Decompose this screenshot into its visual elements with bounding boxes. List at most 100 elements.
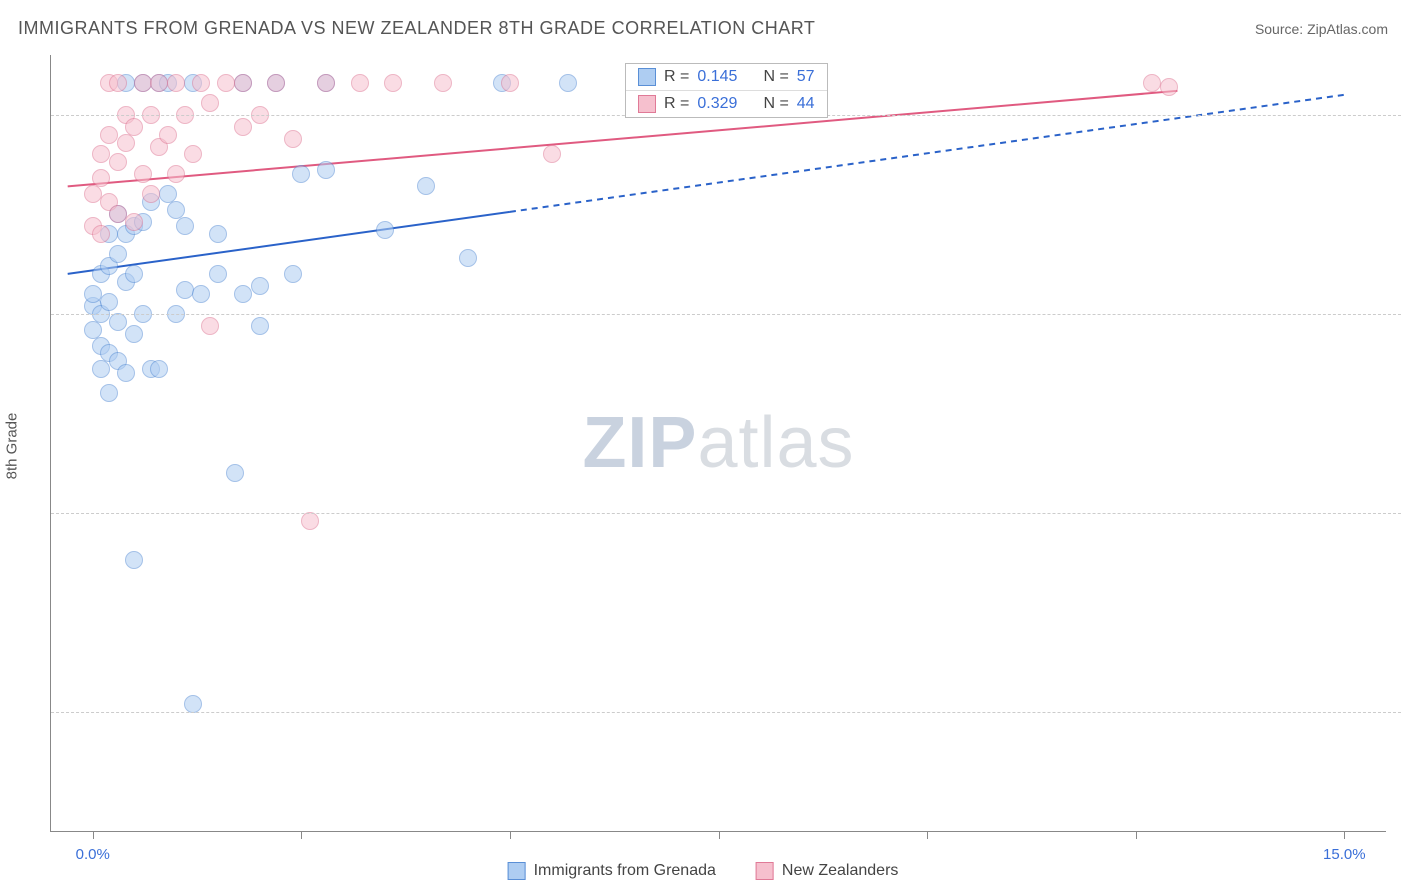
scatter-point: [92, 225, 110, 243]
scatter-point: [351, 74, 369, 92]
x-tick: [719, 831, 720, 839]
scatter-point: [184, 695, 202, 713]
chart-title: IMMIGRANTS FROM GRENADA VS NEW ZEALANDER…: [18, 18, 815, 39]
gridline: [51, 513, 1401, 514]
scatter-point: [384, 74, 402, 92]
scatter-point: [167, 165, 185, 183]
x-tick: [1344, 831, 1345, 839]
legend-r-label: R =: [664, 68, 689, 86]
scatter-point: [125, 118, 143, 136]
scatter-point: [100, 384, 118, 402]
scatter-point: [234, 285, 252, 303]
plot-area: ZIPatlas R =0.145N =57R =0.329N =44 85.0…: [50, 55, 1386, 832]
scatter-point: [109, 313, 127, 331]
scatter-point: [134, 74, 152, 92]
correlation-legend: R =0.145N =57R =0.329N =44: [625, 63, 828, 118]
x-tick: [510, 831, 511, 839]
x-tick: [301, 831, 302, 839]
y-tick-label: 90.0%: [1401, 504, 1406, 521]
x-tick: [1136, 831, 1137, 839]
scatter-point: [201, 317, 219, 335]
scatter-point: [117, 364, 135, 382]
y-tick-label: 95.0%: [1401, 305, 1406, 322]
scatter-point: [100, 293, 118, 311]
legend-item: Immigrants from Grenada: [508, 862, 716, 880]
scatter-point: [125, 265, 143, 283]
legend-swatch: [508, 862, 526, 880]
scatter-point: [284, 130, 302, 148]
scatter-point: [1160, 78, 1178, 96]
scatter-point: [109, 205, 127, 223]
scatter-point: [150, 360, 168, 378]
scatter-point: [1143, 74, 1161, 92]
legend-r-value: 0.329: [697, 95, 737, 113]
scatter-point: [417, 177, 435, 195]
scatter-point: [176, 217, 194, 235]
scatter-point: [150, 74, 168, 92]
x-tick: [93, 831, 94, 839]
scatter-point: [209, 225, 227, 243]
y-tick-label: 100.0%: [1401, 106, 1406, 123]
scatter-point: [109, 153, 127, 171]
scatter-point: [434, 74, 452, 92]
scatter-point: [217, 74, 235, 92]
scatter-point: [234, 118, 252, 136]
scatter-point: [317, 161, 335, 179]
scatter-point: [84, 185, 102, 203]
scatter-point: [109, 245, 127, 263]
scatter-point: [142, 185, 160, 203]
legend-row: R =0.329N =44: [626, 90, 827, 117]
scatter-point: [92, 360, 110, 378]
scatter-point: [100, 126, 118, 144]
scatter-point: [301, 512, 319, 530]
scatter-point: [159, 126, 177, 144]
legend-row: R =0.145N =57: [626, 64, 827, 90]
scatter-point: [167, 74, 185, 92]
scatter-point: [176, 281, 194, 299]
legend-swatch: [756, 862, 774, 880]
x-tick-label: 15.0%: [1323, 846, 1366, 863]
scatter-markers: [51, 55, 1386, 831]
legend-label: New Zealanders: [782, 862, 899, 880]
legend-swatch: [638, 95, 656, 113]
scatter-point: [226, 464, 244, 482]
scatter-point: [559, 74, 577, 92]
y-tick-label: 85.0%: [1401, 703, 1406, 720]
legend-swatch: [638, 68, 656, 86]
scatter-point: [92, 169, 110, 187]
scatter-point: [209, 265, 227, 283]
scatter-point: [125, 551, 143, 569]
scatter-point: [92, 145, 110, 163]
scatter-point: [251, 317, 269, 335]
scatter-point: [201, 94, 219, 112]
scatter-point: [267, 74, 285, 92]
legend-label: Immigrants from Grenada: [534, 862, 716, 880]
scatter-point: [376, 221, 394, 239]
scatter-point: [109, 74, 127, 92]
scatter-point: [134, 165, 152, 183]
scatter-point: [192, 285, 210, 303]
scatter-point: [459, 249, 477, 267]
scatter-point: [192, 74, 210, 92]
gridline: [51, 314, 1401, 315]
x-tick: [927, 831, 928, 839]
scatter-point: [501, 74, 519, 92]
legend-item: New Zealanders: [756, 862, 899, 880]
x-tick-label: 0.0%: [76, 846, 110, 863]
legend-n-label: N =: [763, 68, 788, 86]
title-bar: IMMIGRANTS FROM GRENADA VS NEW ZEALANDER…: [18, 18, 1388, 39]
legend-r-value: 0.145: [697, 68, 737, 86]
scatter-point: [234, 74, 252, 92]
scatter-point: [84, 285, 102, 303]
series-legend: Immigrants from Grenada New Zealanders: [508, 862, 899, 880]
gridline: [51, 712, 1401, 713]
scatter-point: [543, 145, 561, 163]
scatter-point: [184, 145, 202, 163]
scatter-point: [117, 134, 135, 152]
scatter-point: [251, 277, 269, 295]
source-label: Source: ZipAtlas.com: [1255, 21, 1388, 37]
legend-n-label: N =: [763, 95, 788, 113]
scatter-point: [317, 74, 335, 92]
y-axis-label: 8th Grade: [4, 413, 21, 480]
scatter-point: [284, 265, 302, 283]
